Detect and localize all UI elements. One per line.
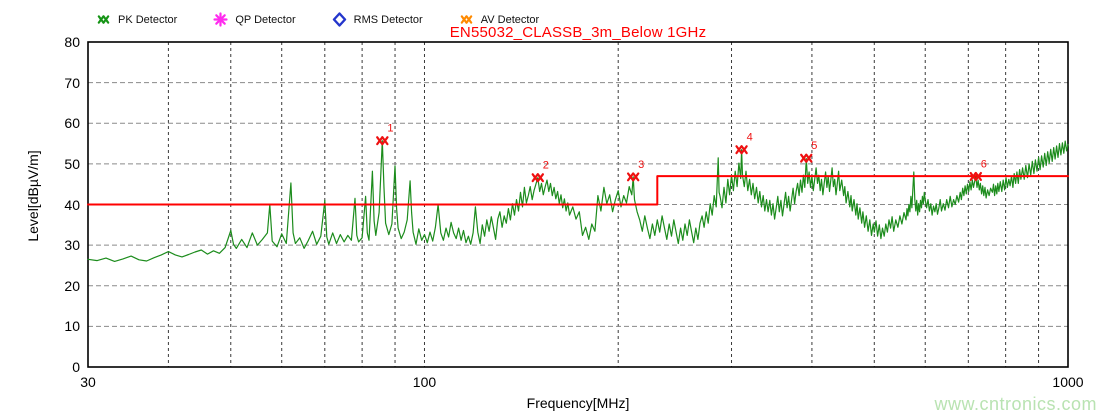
x-tick-label: 100: [412, 374, 437, 390]
chart-title: EN55032_CLASSB_3m_Below 1GHz: [449, 24, 707, 41]
double-x-icon: [805, 153, 813, 163]
double-x-icon: [97, 15, 105, 24]
double-x-icon: [531, 173, 539, 183]
double-x-icon: [969, 171, 977, 181]
legend-item: QP Detector: [213, 12, 296, 27]
double-x-icon: [465, 15, 473, 24]
double-x-icon: [632, 172, 640, 182]
chart-legend: PK Detector QP Detector RMS Detector AV Det…: [96, 12, 539, 27]
legend-label: AV Detector: [480, 13, 540, 26]
x-tick-label: 30: [80, 374, 96, 390]
double-x-icon: [740, 145, 748, 155]
watermark: www.cntronics.com: [934, 394, 1097, 414]
y-tick-label: 70: [64, 74, 80, 91]
double-x-icon: [381, 136, 389, 146]
y-tick-label: 50: [64, 155, 80, 172]
legend-item: AV Detector: [459, 12, 540, 27]
double-x-icon: [974, 171, 983, 181]
legend-label: QP Detector: [235, 13, 296, 26]
legend-item: RMS Detector: [332, 12, 423, 27]
x-tick-label: 1000: [1052, 374, 1084, 390]
diamond-icon: [332, 12, 346, 27]
legend-label: PK Detector: [118, 13, 178, 26]
y-tick-label: 40: [64, 196, 80, 213]
star-icon: [213, 12, 228, 27]
marker-number-label: 5: [811, 140, 817, 152]
double-x-icon: [460, 15, 473, 24]
y-tick-label: 30: [64, 237, 80, 254]
double-x-icon: [102, 15, 110, 24]
double-x-icon: [97, 15, 110, 24]
legend-item: PK Detector: [96, 12, 177, 27]
double-x-icon: [376, 136, 384, 146]
double-x-icon: [460, 15, 468, 24]
marker-number-label: 1: [387, 123, 393, 135]
marker-number-label: 4: [747, 132, 753, 144]
x-axis-label: Frequency[MHz]: [526, 395, 630, 411]
y-tick-label: 0: [72, 359, 80, 375]
limit-line: [87, 175, 1069, 206]
double-x-icon: [626, 172, 635, 182]
double-x-icon: [800, 153, 808, 163]
marker-number-label: 2: [543, 160, 549, 172]
marker-number-label: 6: [981, 158, 987, 170]
double-x-icon: [536, 173, 544, 183]
y-tick-label: 60: [64, 115, 80, 132]
double-x-icon: [735, 145, 743, 155]
diamond-icon: [332, 12, 346, 27]
y-tick-label: 80: [64, 34, 80, 50]
legend-label: RMS Detector: [353, 13, 423, 26]
star-icon: [215, 14, 227, 25]
y-tick-label: 10: [64, 318, 80, 335]
marker-number-label: 3: [638, 159, 644, 171]
pk-detector-trace: [87, 140, 1069, 262]
y-tick-label: 20: [64, 277, 80, 294]
